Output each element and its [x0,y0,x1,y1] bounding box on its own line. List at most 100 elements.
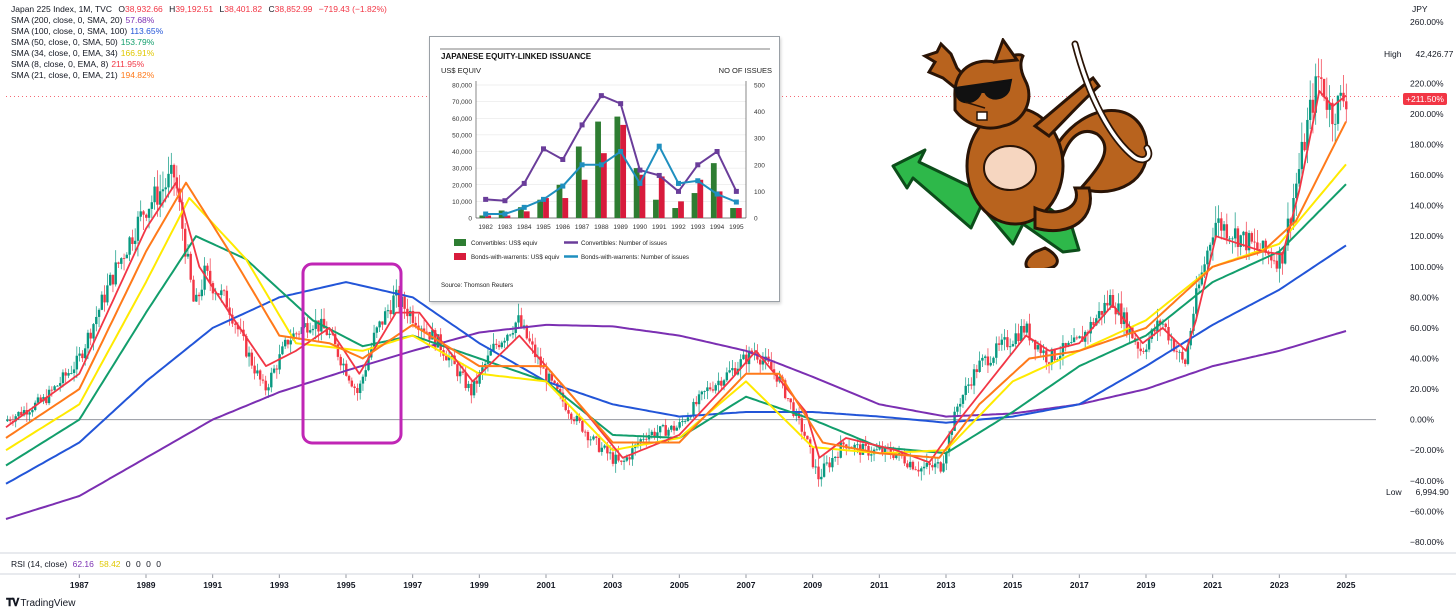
symbol-header[interactable]: Japan 225 Index, 1M, TVC O38,932.66 H39,… [11,4,387,15]
candle-body [745,354,748,365]
candle-body [1172,339,1176,352]
indicator-legend: Japan 225 Index, 1M, TVC O38,932.66 H39,… [11,4,387,81]
candle-body [683,421,687,422]
candle-body [486,355,490,364]
candle-body [83,348,87,359]
candle-body [58,383,62,386]
candle-body [989,362,992,366]
squirrel-belly [983,145,1037,191]
inset-line-marker [579,162,585,168]
inset-category-label: 1987 [575,224,590,231]
x-tick-label: 1991 [203,580,222,590]
candle-body [222,290,226,292]
candle-body [386,310,390,312]
candle-body [456,364,459,377]
candle-body [539,356,542,368]
candle-body [956,406,959,412]
candle-body [142,211,145,215]
candle-body [1267,252,1270,255]
inset-left-tick: 50,000 [452,132,472,139]
candle-body [70,373,73,374]
candle-body [214,293,217,295]
indicator-sma-100[interactable]: SMA (100, close, 0, SMA, 100) 113.65% [11,26,164,36]
x-axis-years[interactable]: 1987 1989 1991 1993 1995 1997 1999 2001 2003 2005… [70,574,1356,590]
tradingview-logo[interactable]: 𝐓𝐕 TradingView [6,597,76,609]
candle-body [103,294,106,303]
indicator-sma-50[interactable]: SMA (50, close, 0, SMA, 50) 153.79% [11,37,155,47]
inset-category-label: 1995 [729,224,744,231]
inset-line-marker [541,196,546,202]
candle-body [1331,102,1334,125]
candle-body [1128,327,1131,334]
candle-body [525,325,529,339]
candle-body [281,346,284,355]
candle-body [614,454,617,464]
candle-body [1097,311,1101,319]
candle-body [628,457,631,460]
inset-bar-1 [562,198,569,218]
candle-body [1114,307,1117,315]
indicator-ema-34[interactable]: SMA (34, close, 0, EMA, 34) 166.91% [11,48,155,58]
candle-body [900,451,904,457]
candle-body [470,383,473,396]
candle-body [831,457,834,468]
inset-bar-0 [575,146,582,218]
candle-body [447,357,451,361]
candle-body [1050,349,1054,365]
candle-body [833,456,837,458]
candle-body [939,462,942,472]
candle-body [217,293,220,296]
candle-body [172,164,176,178]
candle-body [220,290,223,296]
candle-body [1100,311,1104,315]
candle-body [920,468,923,472]
candle-body [8,419,12,422]
candle-body [664,425,667,436]
inset-left-axis-title: US$ EQUIV [441,66,481,75]
candle-body [561,392,565,402]
candle-body [1195,288,1198,314]
candle-body [789,398,792,403]
candle-body [1311,99,1315,113]
candle-body [1222,224,1226,231]
inset-line-marker [521,180,527,186]
x-tick-label: 2025 [1337,580,1356,590]
candle-body [206,265,209,271]
candle-body [792,402,795,416]
inset-line-marker [733,199,739,205]
candle-body [1242,231,1245,236]
candle-body [978,360,981,372]
low-marker: Low 6,994.90 [1384,486,1451,498]
candle-body [1014,333,1017,345]
indicator-ema-8[interactable]: SMA (8, close, 0, EMA, 8) 211.95% [11,59,145,69]
price-plot-area[interactable] [5,58,1400,520]
candle-body [303,323,306,328]
candle-body [808,439,812,447]
candle-body [903,456,906,464]
candle-body [397,289,401,307]
candle-body [722,380,726,386]
candle-body [500,342,504,348]
y-tick-label: 200.00% [1410,109,1444,119]
candle-body [878,448,881,450]
candle-body [1333,123,1337,125]
symbol-title[interactable]: Japan 225 Index, 1M, TVC [11,4,112,14]
candle-body [342,363,345,366]
candle-body [45,396,48,404]
candle-body [711,389,715,391]
candle-body [517,315,520,323]
candle-body [61,372,65,384]
indicator-sma-200[interactable]: SMA (200, close, 0, SMA, 20) 57.68% [11,15,155,25]
candle-body [533,344,537,358]
candle-body [864,443,867,446]
indicator-value: 194.82% [120,70,155,80]
indicator-ema-21[interactable]: SMA (21, close, 0, EMA, 21) 194.82% [11,70,155,80]
candle-body [1236,228,1240,247]
candle-body [1231,238,1234,240]
inset-title: JAPANESE EQUITY-LINKED ISSUANCE [441,52,592,61]
rsi-legend[interactable]: RSI (14, close) 62.16 58.42 0 0 0 0 [11,559,161,569]
currency-unit-label[interactable]: JPY [1412,4,1428,14]
ohlc-high: H39,192.51 [169,4,214,14]
candle-body [267,387,270,391]
